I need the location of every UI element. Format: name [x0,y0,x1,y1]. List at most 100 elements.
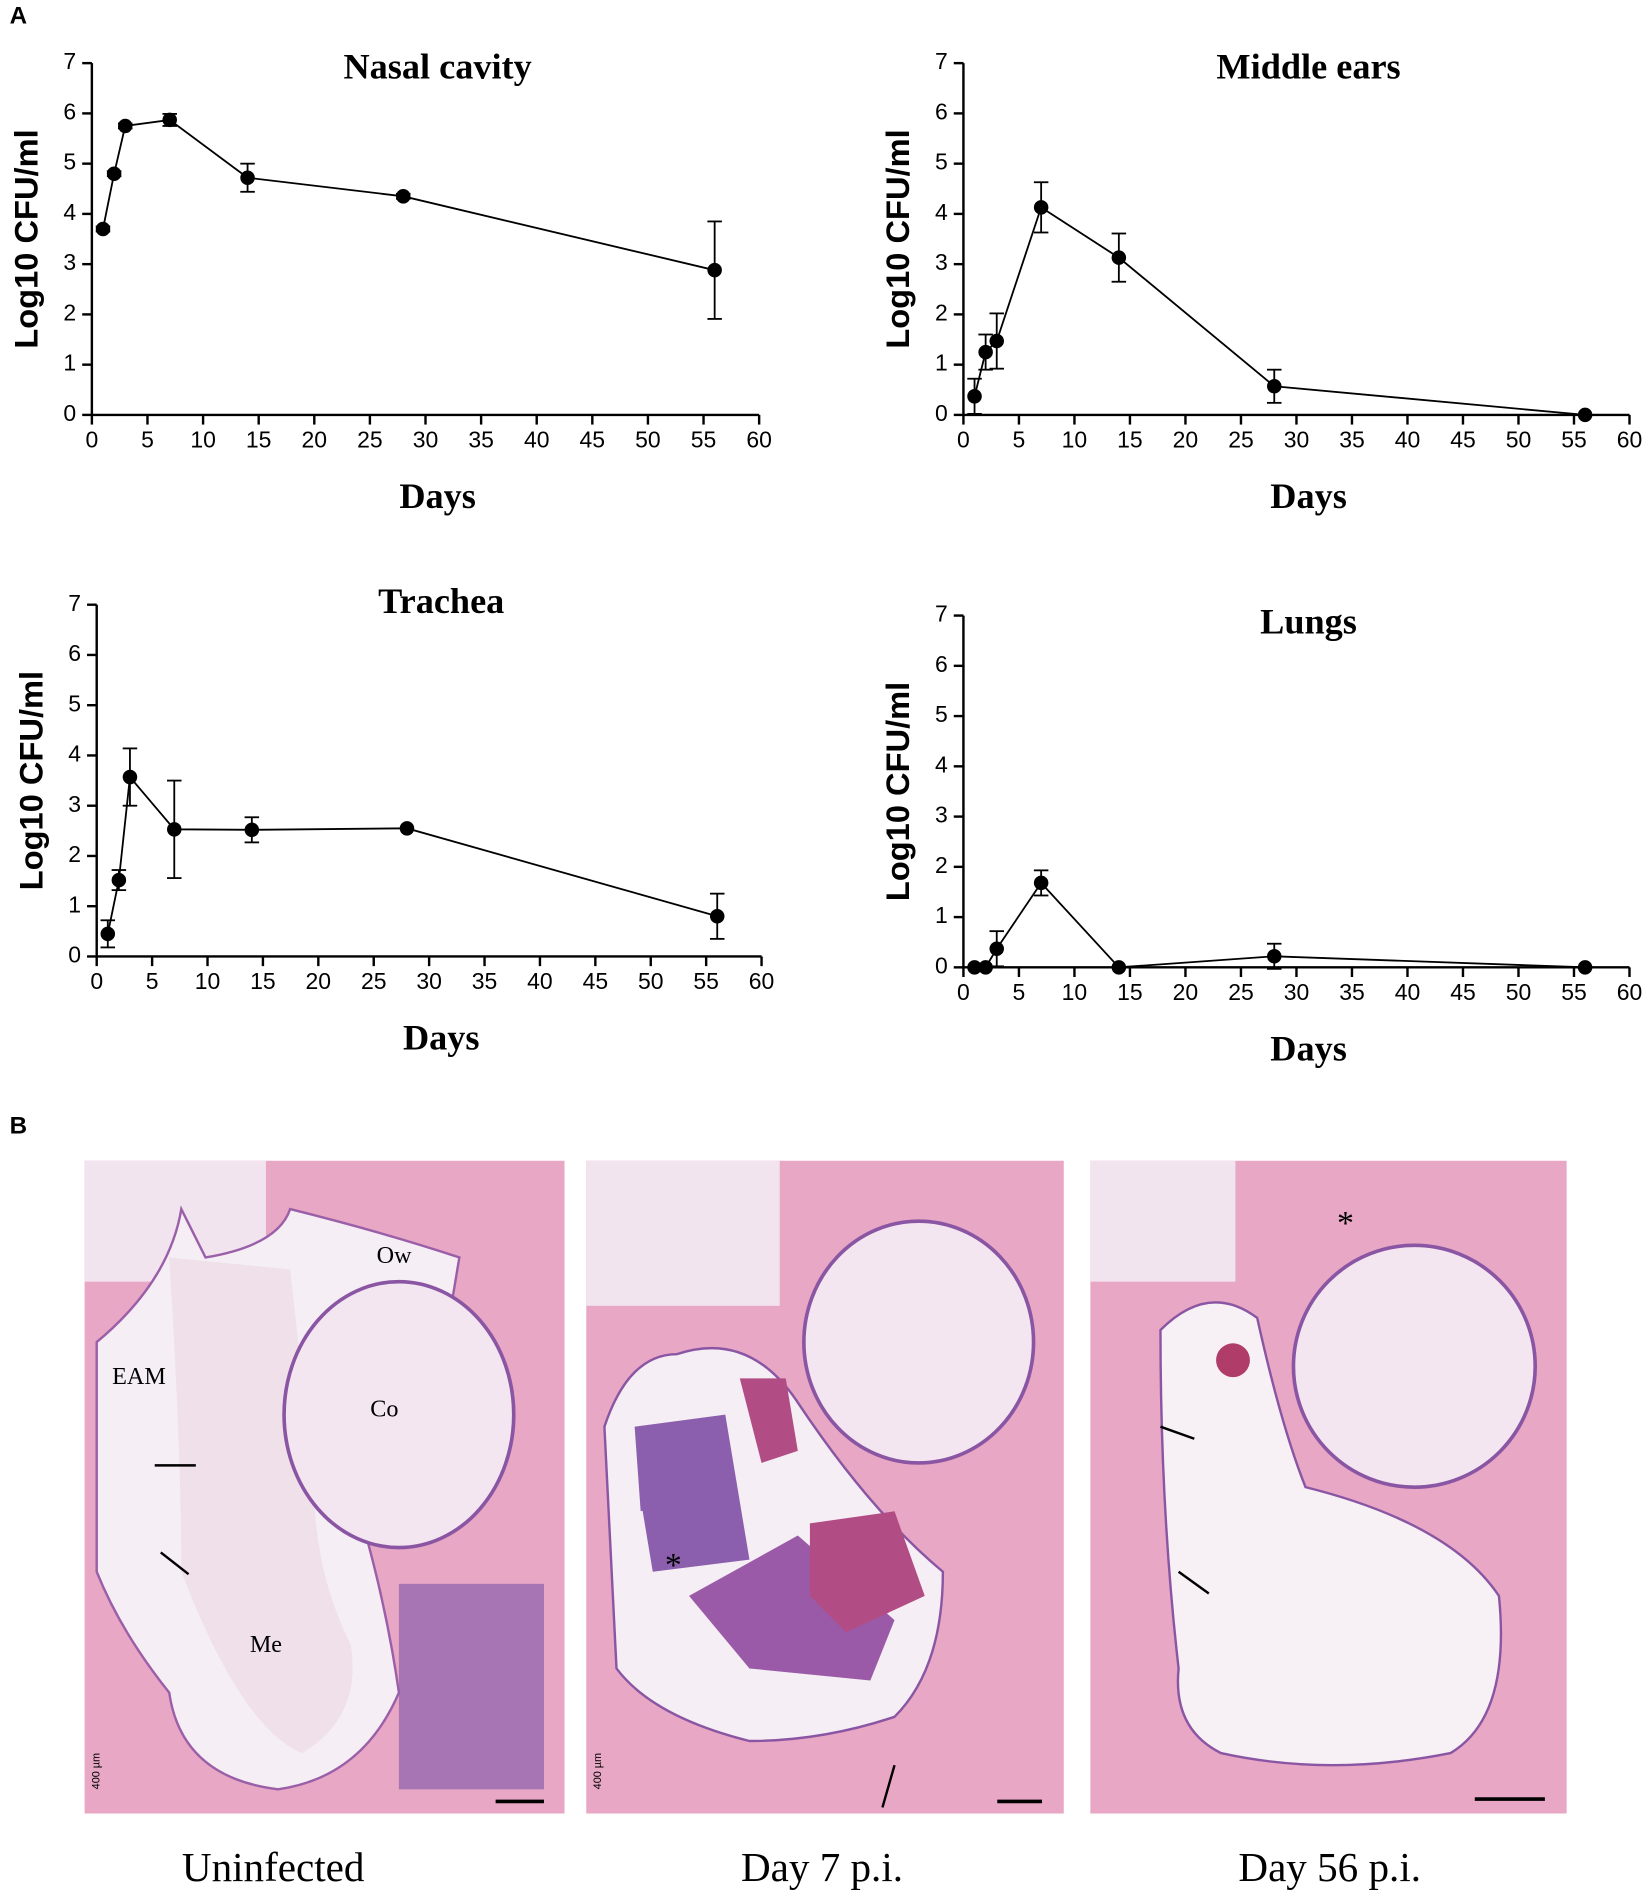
data-point [1267,379,1282,394]
x-tick-label: 40 [1395,427,1421,453]
image-caption: Day 56 p.i. [1238,1844,1421,1890]
x-tick-label: 35 [1339,427,1365,453]
y-tick-label: 3 [935,802,948,828]
data-point [244,822,260,838]
data-point [978,344,993,360]
data-point [240,170,255,185]
x-tick-label: 45 [1450,427,1476,453]
x-tick-label: 60 [1617,427,1643,453]
y-axis-label: Log10 CFU/ml [879,682,916,901]
y-axis-label: Log10 CFU/ml [12,671,49,890]
x-tick-label: 45 [580,427,606,453]
panel-label: A [10,3,27,30]
x-tick-label: 10 [195,968,221,994]
data-point [1267,949,1282,964]
exudate [689,1535,895,1681]
x-tick-label: 20 [306,968,332,994]
y-tick-label: 2 [63,299,76,325]
x-tick-label: 25 [1228,427,1254,453]
data-point [117,118,133,134]
y-tick-label: 0 [935,400,948,426]
y-tick-label: 0 [68,942,81,968]
histology-image: * [1090,1160,1567,1814]
tissue-region [586,1160,780,1306]
x-tick-label: 10 [1062,427,1088,453]
image-label: * [665,1547,682,1584]
y-tick-label: 4 [935,751,948,777]
y-tick-label: 7 [63,48,76,74]
x-axis-label: Days [399,476,476,516]
cavity-fluid [169,1257,353,1754]
chart-title: Trachea [378,581,504,621]
y-tick-label: 3 [68,791,81,817]
x-tick-label: 30 [1284,979,1310,1005]
arrow [1177,1570,1210,1595]
image-label: Ow [377,1242,412,1269]
y-tick-label: 2 [68,841,81,867]
y-tick-label: 4 [68,741,81,767]
y-tick-label: 0 [63,400,76,426]
image-caption: Day 7 p.i. [741,1844,903,1890]
arrow [1160,1425,1195,1440]
x-tick-label: 30 [1284,427,1310,453]
data-point [122,769,138,785]
data-point [1111,250,1127,265]
data-point [106,166,122,181]
x-tick-label: 50 [638,968,664,994]
image-caption: Uninfected [182,1844,365,1890]
y-tick-label: 2 [935,852,948,878]
data-point [399,821,415,836]
y-tick-label: 5 [935,701,948,727]
y-axis-label: Log10 CFU/ml [8,129,45,348]
cochlea [802,1219,1036,1465]
x-tick-label: 25 [357,427,383,453]
y-tick-label: 0 [935,952,948,978]
data-point [95,221,111,237]
chart-title: Middle ears [1216,47,1400,87]
x-tick-label: 30 [416,968,442,994]
x-tick-label: 40 [524,427,550,453]
x-tick-label: 60 [749,968,775,994]
data-point [1033,200,1049,215]
x-tick-label: 40 [1395,979,1421,1005]
data-point [167,822,182,837]
x-tick-label: 50 [635,427,661,453]
x-tick-label: 60 [746,427,772,453]
scale-label: 400 µm [592,1753,604,1789]
y-tick-label: 7 [68,590,81,616]
x-tick-label: 5 [1013,979,1026,1005]
arrow [160,1551,190,1576]
data-line [106,774,718,935]
data-point [707,262,722,278]
y-tick-label: 6 [935,651,948,677]
x-tick-label: 0 [957,979,970,1005]
vessel [1216,1343,1250,1378]
x-tick-label: 55 [691,427,717,453]
x-axis-label: Days [1270,1028,1347,1068]
arrow [881,1764,896,1808]
x-tick-label: 15 [1117,427,1143,453]
x-axis-label: Days [1270,476,1347,516]
data-point [162,112,177,128]
x-tick-label: 55 [693,968,719,994]
y-tick-label: 1 [68,891,81,917]
exudate [640,1487,750,1572]
data-point [111,872,127,888]
data-point [978,960,993,975]
x-tick-label: 35 [468,427,494,453]
x-tick-label: 0 [85,427,98,453]
x-tick-label: 20 [1173,427,1199,453]
exudate [634,1414,738,1512]
x-tick-label: 35 [1339,979,1365,1005]
x-tick-label: 0 [957,427,970,453]
data-point [1577,407,1593,423]
y-tick-label: 6 [68,640,81,666]
x-tick-label: 5 [146,968,159,994]
x-axis-label: Days [403,1017,480,1057]
x-tick-label: 50 [1506,427,1532,453]
